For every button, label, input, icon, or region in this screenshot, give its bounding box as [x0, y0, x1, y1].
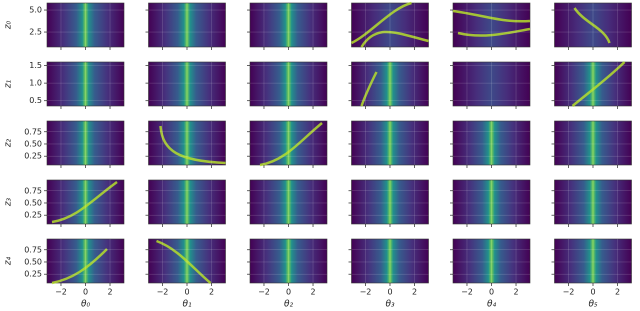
heatmap-panel — [46, 238, 125, 284]
density-ridge — [156, 239, 212, 284]
x-tick-label: 0 — [387, 288, 392, 297]
heatmap-panel — [148, 2, 226, 48]
row-label: z₀ — [4, 20, 14, 30]
heatmap-panel — [46, 2, 125, 48]
column-label: θ₀ — [81, 300, 91, 310]
x-tick-label: 2 — [310, 288, 315, 297]
x-tick-label: 0 — [184, 288, 189, 297]
heatmap-panel — [351, 2, 429, 48]
heatmap-panel — [249, 2, 328, 48]
density-ridge — [51, 180, 118, 224]
heatmap-panel — [148, 179, 226, 225]
density-ridge — [259, 122, 323, 167]
x-tick-label: −2 — [360, 288, 372, 297]
y-tick-label: 5.0 — [29, 6, 42, 15]
heatmap-panel — [554, 238, 632, 284]
column-label: θ₃ — [385, 300, 395, 310]
density-ridge — [457, 27, 531, 37]
x-tick-label: −2 — [563, 288, 575, 297]
y-tick-label: 2.5 — [29, 28, 42, 37]
x-tick-label: −2 — [157, 288, 169, 297]
density-ridge — [360, 30, 429, 48]
x-tick-label: 2 — [615, 288, 620, 297]
heatmap-panel — [249, 61, 328, 107]
y-tick-label: 0.25 — [24, 211, 42, 220]
column-label: θ₄ — [487, 300, 497, 310]
x-tick-label: −2 — [461, 288, 473, 297]
y-tick-label: 1.5 — [29, 61, 42, 70]
heatmap-panel — [554, 179, 632, 225]
y-tick-label: 0.25 — [24, 152, 42, 161]
x-tick-label: 0 — [590, 288, 595, 297]
density-ridge — [51, 248, 108, 285]
y-tick-label: 1.0 — [29, 79, 42, 88]
density-ridge — [360, 71, 378, 107]
density-ridge — [452, 9, 531, 23]
x-tick-label: −2 — [258, 288, 270, 297]
heatmap-panel — [249, 238, 328, 284]
heatmap-panel — [554, 120, 632, 166]
density-ridge — [573, 7, 611, 44]
y-tick-label: 0.75 — [24, 186, 42, 195]
x-tick-label: −2 — [55, 288, 67, 297]
row-label: z₂ — [4, 138, 14, 148]
y-tick-label: 0.75 — [24, 245, 42, 254]
x-tick-label: 2 — [513, 288, 518, 297]
x-tick-label: 0 — [83, 288, 88, 297]
y-tick-label: 0.50 — [24, 198, 42, 207]
heatmap-panel — [351, 120, 429, 166]
x-tick-label: 2 — [107, 288, 112, 297]
x-tick-label: 2 — [412, 288, 417, 297]
density-ridge — [159, 125, 226, 165]
y-tick-label: 0.5 — [29, 96, 42, 105]
x-tick-label: 2 — [209, 288, 214, 297]
column-label: θ₂ — [284, 300, 294, 310]
y-tick-label: 0.75 — [24, 127, 42, 136]
row-label: z₃ — [4, 197, 14, 207]
x-tick-label: 0 — [489, 288, 494, 297]
heatmap-panel — [452, 120, 531, 166]
y-tick-label: 0.50 — [24, 139, 42, 148]
column-label: θ₅ — [588, 300, 598, 310]
density-ridge — [571, 61, 626, 107]
heatmap-panel — [452, 2, 531, 48]
column-label: θ₁ — [182, 300, 192, 310]
heatmap-panel — [249, 179, 328, 225]
heatmap-panel — [46, 61, 125, 107]
y-tick-label: 0.50 — [24, 257, 42, 266]
heatmap-panel — [351, 238, 429, 284]
x-tick-label: 0 — [286, 288, 291, 297]
density-ridge — [350, 1, 412, 45]
row-label: z₁ — [4, 79, 14, 89]
heatmap-panel — [148, 61, 226, 107]
heatmap-panel — [452, 238, 531, 284]
y-tick-label: 0.25 — [24, 270, 42, 279]
row-label: z₄ — [4, 256, 14, 266]
heatmap-panel — [351, 179, 429, 225]
heatmap-panel — [452, 179, 531, 225]
